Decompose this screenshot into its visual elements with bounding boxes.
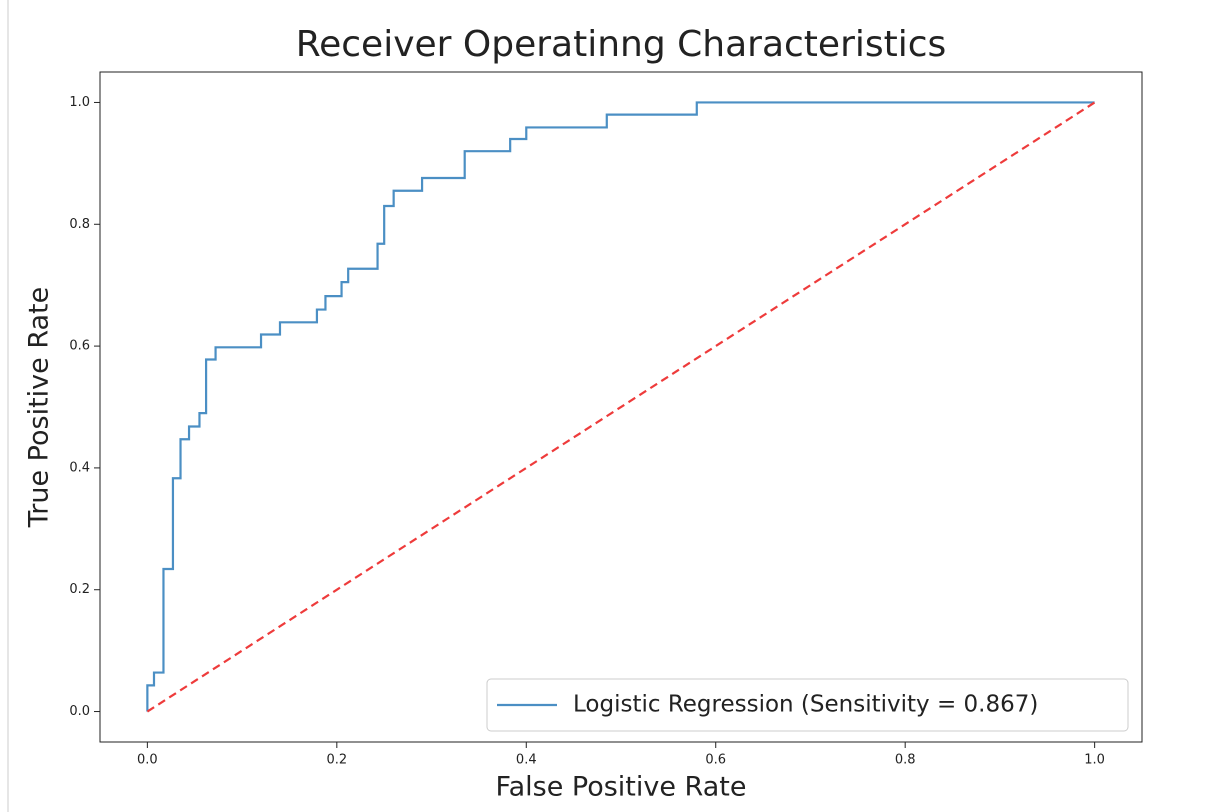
y-tick-label: 0.4: [69, 460, 90, 475]
y-tick-label: 0.6: [69, 339, 90, 354]
x-tick-label: 1.0: [1084, 753, 1105, 768]
x-tick-label: 0.0: [137, 753, 158, 768]
chart-title: Receiver Operatinng Characteristics: [296, 24, 947, 65]
x-tick-label: 0.4: [516, 753, 537, 768]
y-tick-label: 1.0: [69, 95, 90, 110]
y-axis-label: True Positive Rate: [24, 287, 55, 529]
axes-frame: [99, 71, 1143, 743]
legend-label: Logistic Regression (Sensitivity = 0.867…: [573, 692, 1038, 718]
y-tick-label: 0.0: [69, 704, 90, 719]
x-tick-label: 0.6: [705, 753, 726, 768]
x-tick-label: 0.2: [326, 753, 347, 768]
x-axis-label: False Positive Rate: [496, 772, 747, 803]
y-tick-label: 0.8: [69, 217, 90, 232]
series-line: [146, 101, 1096, 713]
legend-box: [486, 678, 1129, 732]
x-tick-label: 0.8: [895, 753, 916, 768]
y-tick-label: 0.2: [69, 582, 90, 597]
series-line: [146, 101, 1095, 712]
